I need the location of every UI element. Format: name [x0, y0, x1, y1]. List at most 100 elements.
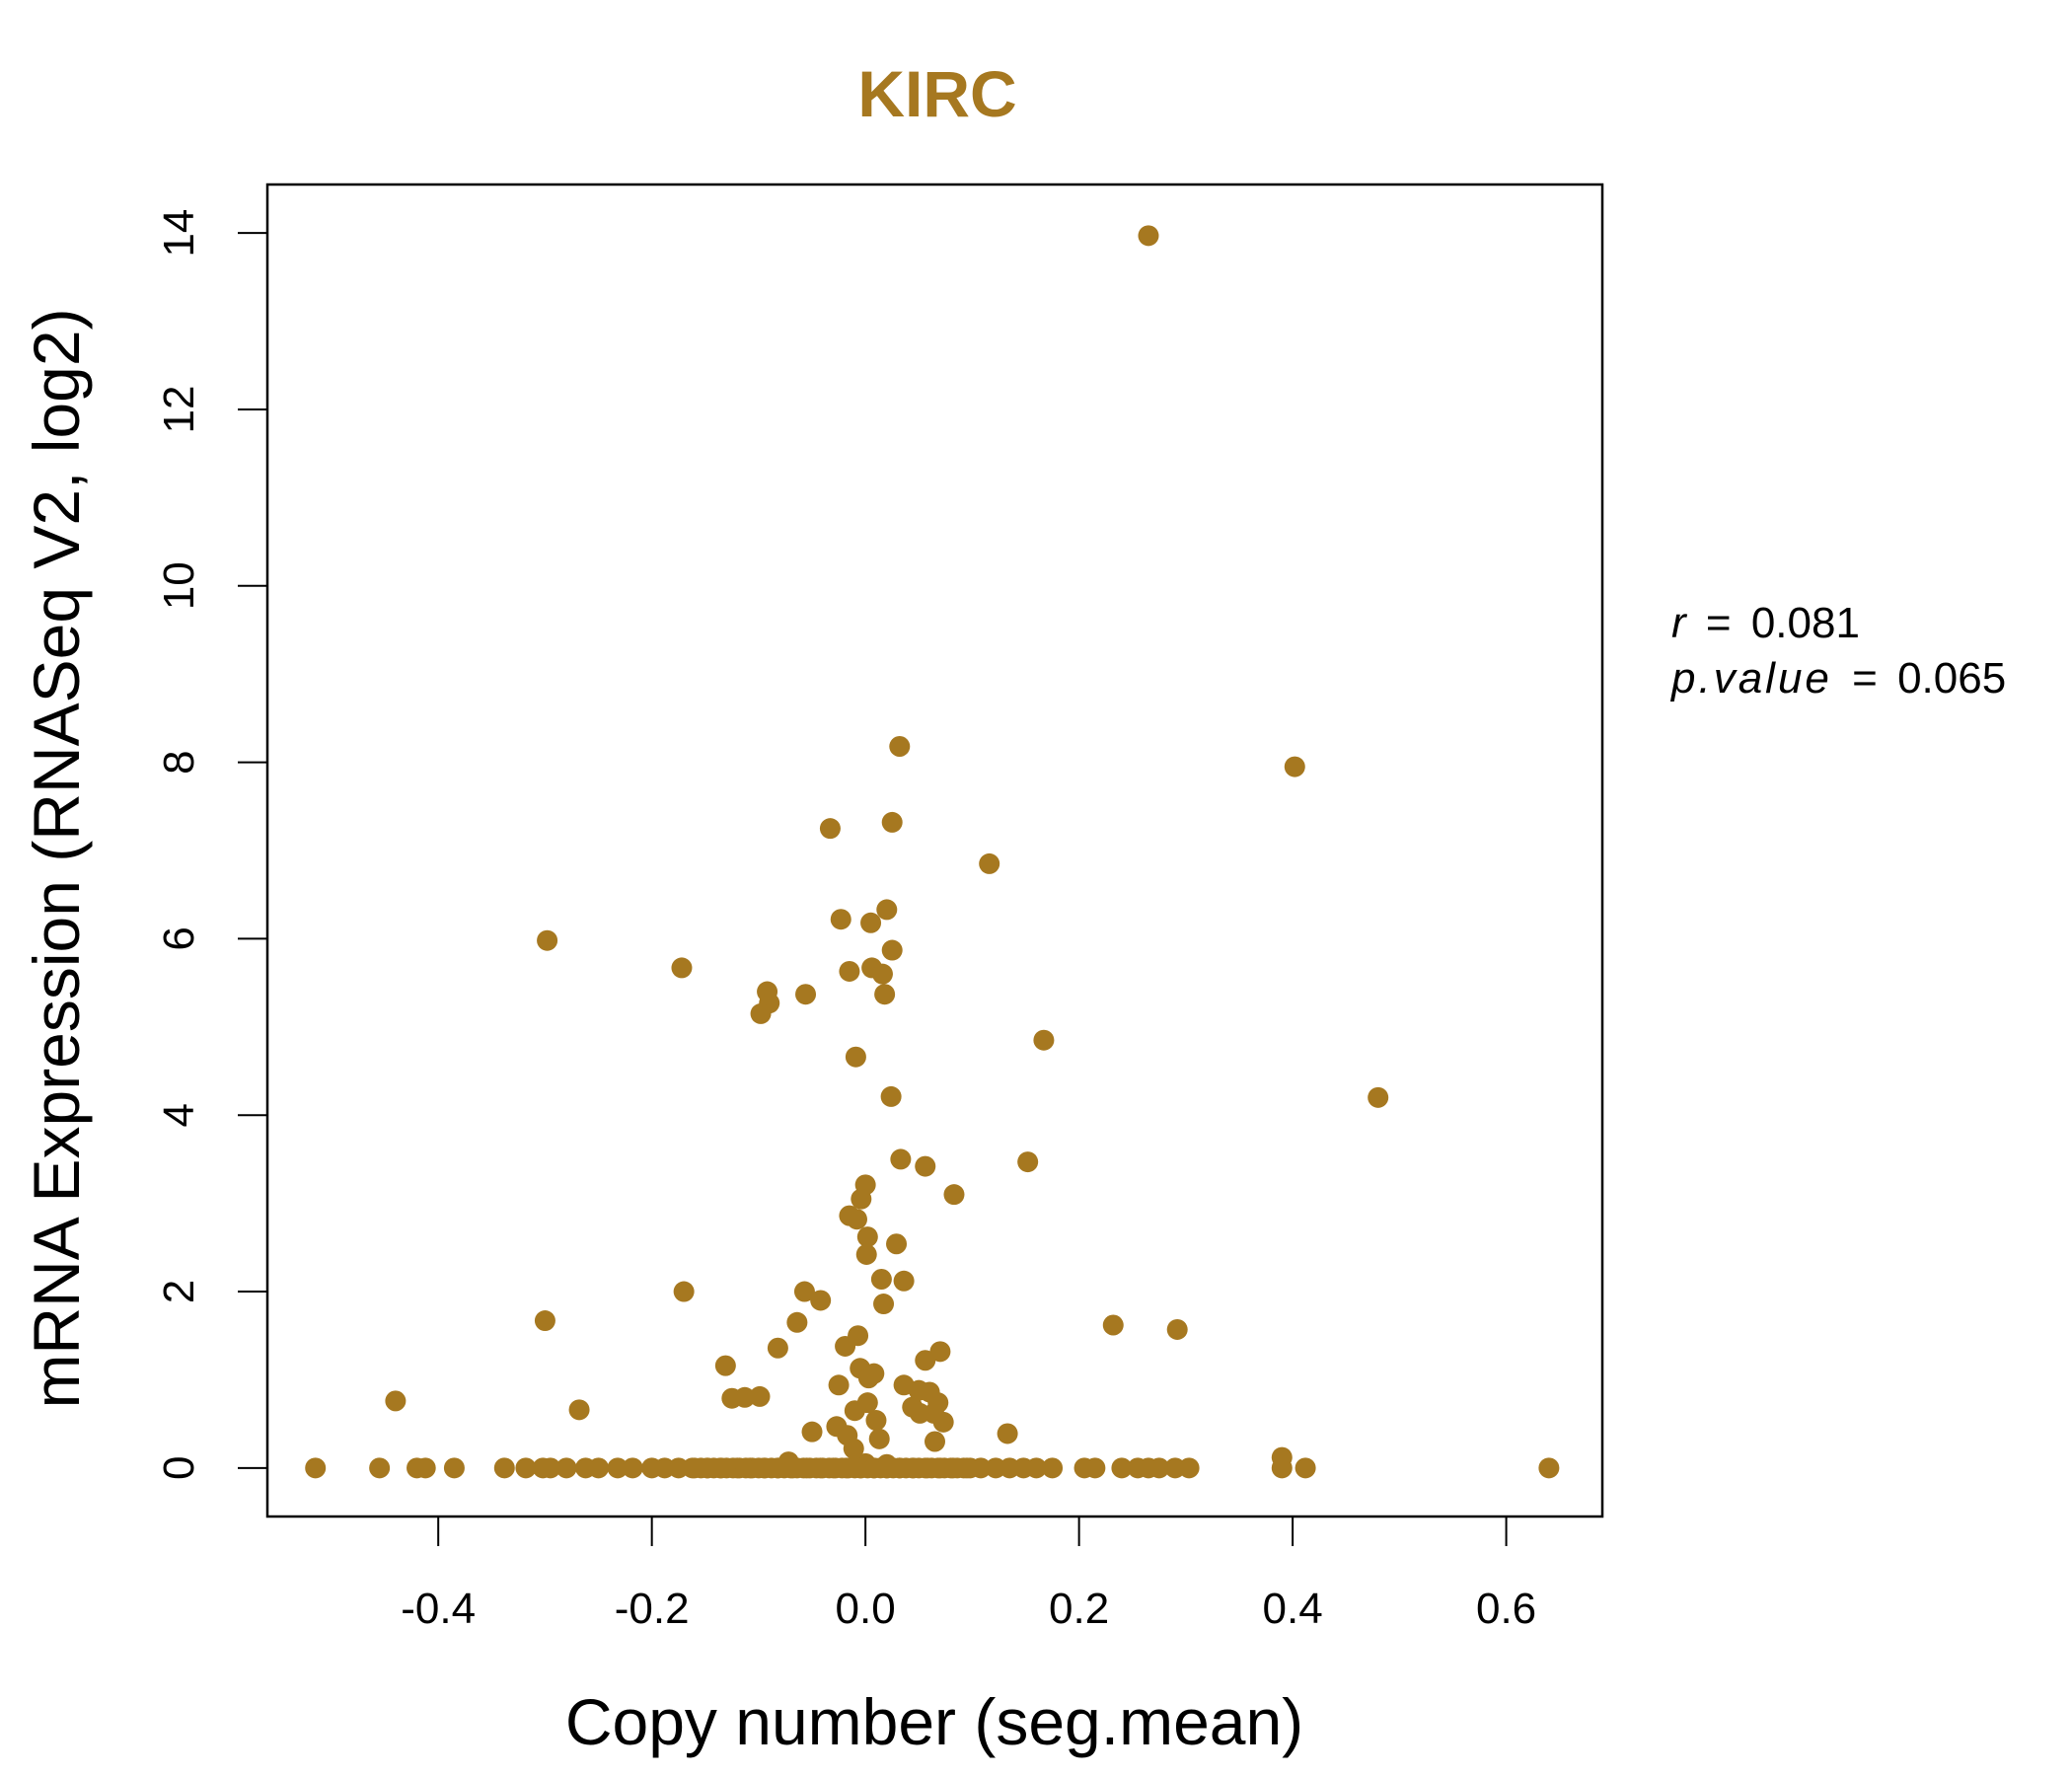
data-point — [1025, 1457, 1047, 1479]
data-point — [874, 984, 896, 1005]
y-axis: 0 2 4 6 8 10 12 14 — [155, 209, 268, 1480]
p-equals: = — [1852, 654, 1878, 703]
data-point — [588, 1457, 610, 1479]
data-point — [846, 1209, 867, 1230]
data-point — [534, 1310, 555, 1332]
data-point — [1084, 1457, 1106, 1479]
data-point — [810, 1290, 832, 1311]
data-point — [876, 899, 898, 921]
data-point — [881, 811, 903, 833]
data-point — [889, 736, 911, 758]
data-point — [515, 1457, 537, 1479]
data-point — [786, 1311, 808, 1333]
data-point — [801, 1421, 823, 1443]
data-point — [890, 1148, 912, 1170]
data-point — [714, 1355, 736, 1376]
data-point — [607, 1457, 629, 1479]
data-point — [443, 1457, 465, 1479]
r-stat: r = 0.081 — [1671, 599, 1860, 647]
plot-frame — [265, 183, 1604, 1518]
data-point — [868, 1428, 890, 1449]
data-point — [1111, 1457, 1133, 1479]
p-label: p.value — [1669, 654, 1832, 703]
r-equals: = — [1706, 599, 1732, 647]
data-point — [856, 1226, 878, 1248]
data-point — [932, 1411, 954, 1433]
data-point — [385, 1390, 407, 1412]
y-tick-label: 8 — [155, 750, 203, 774]
data-point — [622, 1457, 643, 1479]
data-point — [819, 818, 841, 840]
x-tick-label: 0.4 — [1263, 1585, 1323, 1633]
data-point — [767, 1337, 788, 1359]
p-value: 0.065 — [1897, 654, 2006, 703]
x-axis: -0.4 -0.2 0.0 0.2 0.4 0.6 — [401, 1516, 1536, 1633]
data-point — [305, 1457, 327, 1479]
data-point — [844, 1400, 865, 1422]
data-point — [881, 939, 903, 961]
data-point — [860, 912, 882, 933]
y-tick-label: 2 — [155, 1280, 203, 1303]
data-point — [855, 1243, 877, 1265]
data-point — [1033, 1029, 1055, 1051]
data-point — [749, 1385, 771, 1407]
x-tick-label: 0.2 — [1049, 1585, 1109, 1633]
data-point — [555, 1457, 577, 1479]
data-point — [671, 957, 693, 979]
data-point — [1295, 1457, 1316, 1479]
data-point — [997, 1423, 1018, 1444]
x-tick-label: -0.4 — [401, 1585, 476, 1633]
p-stat: p.value = 0.065 — [1669, 654, 2006, 703]
data-point — [873, 1294, 895, 1315]
data-point — [843, 1438, 864, 1459]
data-point — [734, 1386, 756, 1408]
data-point — [870, 1269, 892, 1291]
data-point — [537, 929, 558, 951]
data-point — [540, 1457, 561, 1479]
data-point — [835, 1335, 856, 1357]
data-point — [1102, 1314, 1124, 1336]
y-tick-label: 10 — [155, 561, 203, 610]
y-tick-label: 4 — [155, 1103, 203, 1127]
data-point — [851, 1188, 872, 1210]
y-tick-label: 6 — [155, 926, 203, 950]
data-point — [1368, 1086, 1389, 1108]
data-point — [795, 984, 817, 1005]
data-point — [1148, 1457, 1170, 1479]
data-point — [369, 1457, 391, 1479]
data-point — [925, 1431, 945, 1452]
data-point — [793, 1281, 815, 1302]
data-point — [929, 1341, 951, 1363]
data-point — [1138, 225, 1159, 247]
data-point — [943, 1184, 965, 1206]
data-point — [1166, 1318, 1188, 1340]
data-point — [828, 1374, 850, 1396]
data-point — [1284, 756, 1305, 777]
data-point — [1271, 1457, 1293, 1479]
y-tick-label: 12 — [155, 386, 203, 434]
data-point — [893, 1270, 915, 1292]
x-tick-label: -0.2 — [615, 1585, 690, 1633]
chart-title: KIRC — [857, 57, 1016, 130]
x-tick-label: 0.0 — [836, 1585, 896, 1633]
x-axis-title: Copy number (seg.mean) — [565, 1685, 1303, 1758]
x-tick-label: 0.6 — [1476, 1585, 1536, 1633]
r-value: 0.081 — [1751, 599, 1860, 647]
data-point — [414, 1457, 436, 1479]
data-point — [871, 963, 893, 985]
y-axis-title: mRNA Expression (RNASeq V2, log2) — [20, 308, 93, 1408]
data-point — [857, 1368, 879, 1389]
data-point — [865, 1410, 887, 1432]
data-point — [979, 852, 1000, 874]
data-point — [880, 1085, 902, 1107]
data-point — [568, 1399, 590, 1421]
y-tick-label: 14 — [155, 209, 203, 258]
data-point — [673, 1281, 695, 1302]
data-points — [305, 225, 1560, 1479]
data-point — [839, 960, 860, 982]
data-point — [915, 1350, 936, 1371]
r-label: r — [1671, 599, 1688, 647]
data-point — [1538, 1457, 1560, 1479]
data-point — [1042, 1457, 1064, 1479]
